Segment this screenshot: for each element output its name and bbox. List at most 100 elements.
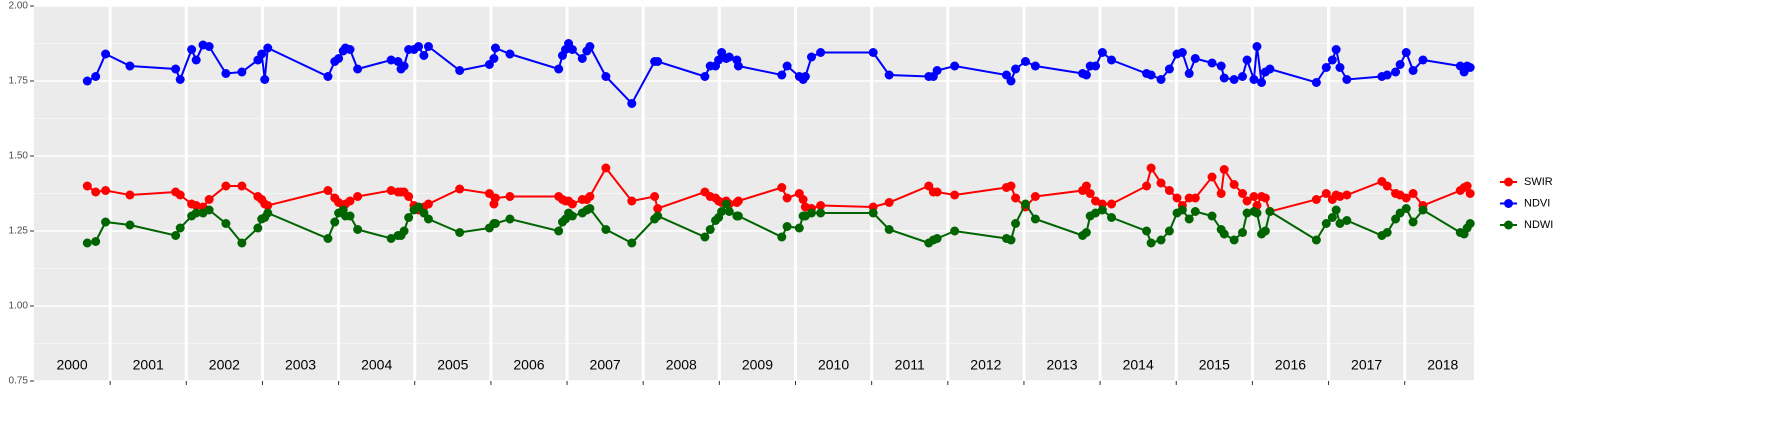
point — [950, 226, 960, 236]
point — [721, 199, 731, 209]
point — [455, 66, 465, 75]
legend-key-point — [1504, 199, 1513, 208]
point — [884, 198, 894, 207]
point — [505, 214, 515, 224]
point — [1327, 213, 1337, 222]
point — [585, 192, 595, 201]
point — [1006, 76, 1016, 86]
point — [777, 232, 787, 242]
point — [191, 208, 201, 218]
point — [125, 190, 135, 200]
year-label: 2015 — [1199, 357, 1230, 373]
year-label: 2011 — [895, 357, 925, 373]
point — [554, 226, 564, 236]
point — [1260, 193, 1270, 203]
point — [489, 54, 499, 63]
point — [404, 213, 414, 222]
point — [171, 64, 181, 74]
point — [1107, 213, 1117, 222]
point — [263, 43, 273, 53]
point — [806, 52, 816, 62]
point — [653, 211, 663, 221]
y-tick-label: 2.00 — [9, 1, 29, 12]
point — [1142, 226, 1152, 236]
point — [404, 192, 414, 201]
point — [585, 204, 595, 213]
point — [1091, 61, 1101, 71]
point — [816, 48, 826, 57]
point — [1395, 60, 1405, 69]
point — [455, 184, 465, 194]
point — [91, 237, 101, 246]
point — [1164, 186, 1174, 195]
year-label: 2010 — [818, 357, 849, 373]
legend-key-point — [1504, 220, 1513, 230]
point — [1229, 235, 1239, 245]
point — [601, 72, 611, 81]
point — [1207, 211, 1217, 221]
year-label: 2006 — [513, 357, 544, 373]
point — [627, 99, 637, 108]
year-label: 2009 — [742, 357, 773, 373]
point — [237, 181, 247, 191]
point — [1219, 165, 1229, 174]
point — [1238, 189, 1248, 198]
point — [950, 190, 960, 200]
point — [554, 64, 564, 74]
point — [1011, 64, 1021, 74]
point — [1081, 70, 1091, 80]
point — [1465, 63, 1475, 72]
point — [1091, 196, 1101, 206]
point — [1242, 55, 1252, 65]
point — [868, 48, 878, 57]
point — [91, 187, 101, 197]
point — [1216, 61, 1226, 71]
point — [91, 72, 101, 81]
point — [125, 61, 135, 71]
point — [816, 201, 826, 210]
point — [490, 193, 500, 203]
point — [1401, 193, 1411, 203]
point — [806, 208, 816, 218]
point — [567, 45, 577, 54]
point — [1342, 75, 1352, 84]
point — [1342, 190, 1352, 200]
point — [414, 202, 424, 212]
point — [323, 186, 333, 195]
point — [700, 232, 710, 242]
point — [490, 219, 500, 228]
legend-label: NDVI — [1524, 197, 1550, 209]
point — [717, 207, 727, 216]
point — [1331, 45, 1341, 54]
point — [1321, 219, 1331, 228]
point — [567, 211, 577, 221]
point — [1242, 208, 1252, 218]
point — [1006, 181, 1016, 191]
point — [1030, 192, 1040, 201]
point — [330, 217, 340, 227]
point — [932, 187, 942, 197]
point — [1164, 226, 1174, 236]
y-tick-label: 0.75 — [9, 376, 29, 387]
point — [505, 192, 515, 201]
point — [1418, 55, 1428, 65]
point — [221, 69, 231, 78]
point — [1408, 66, 1418, 75]
point — [1081, 228, 1091, 237]
y-tick-label: 1.25 — [9, 226, 29, 237]
point — [323, 72, 333, 81]
point — [423, 42, 433, 51]
point — [1207, 58, 1217, 68]
point — [1265, 64, 1275, 74]
point — [82, 238, 92, 248]
point — [1252, 42, 1262, 51]
point — [724, 207, 734, 216]
point — [125, 220, 135, 230]
point — [1265, 207, 1275, 216]
point — [1146, 70, 1156, 80]
point — [257, 49, 267, 59]
point — [567, 199, 577, 209]
year-label: 2014 — [1123, 357, 1154, 373]
year-label: 2017 — [1351, 357, 1382, 373]
point — [1382, 181, 1392, 191]
